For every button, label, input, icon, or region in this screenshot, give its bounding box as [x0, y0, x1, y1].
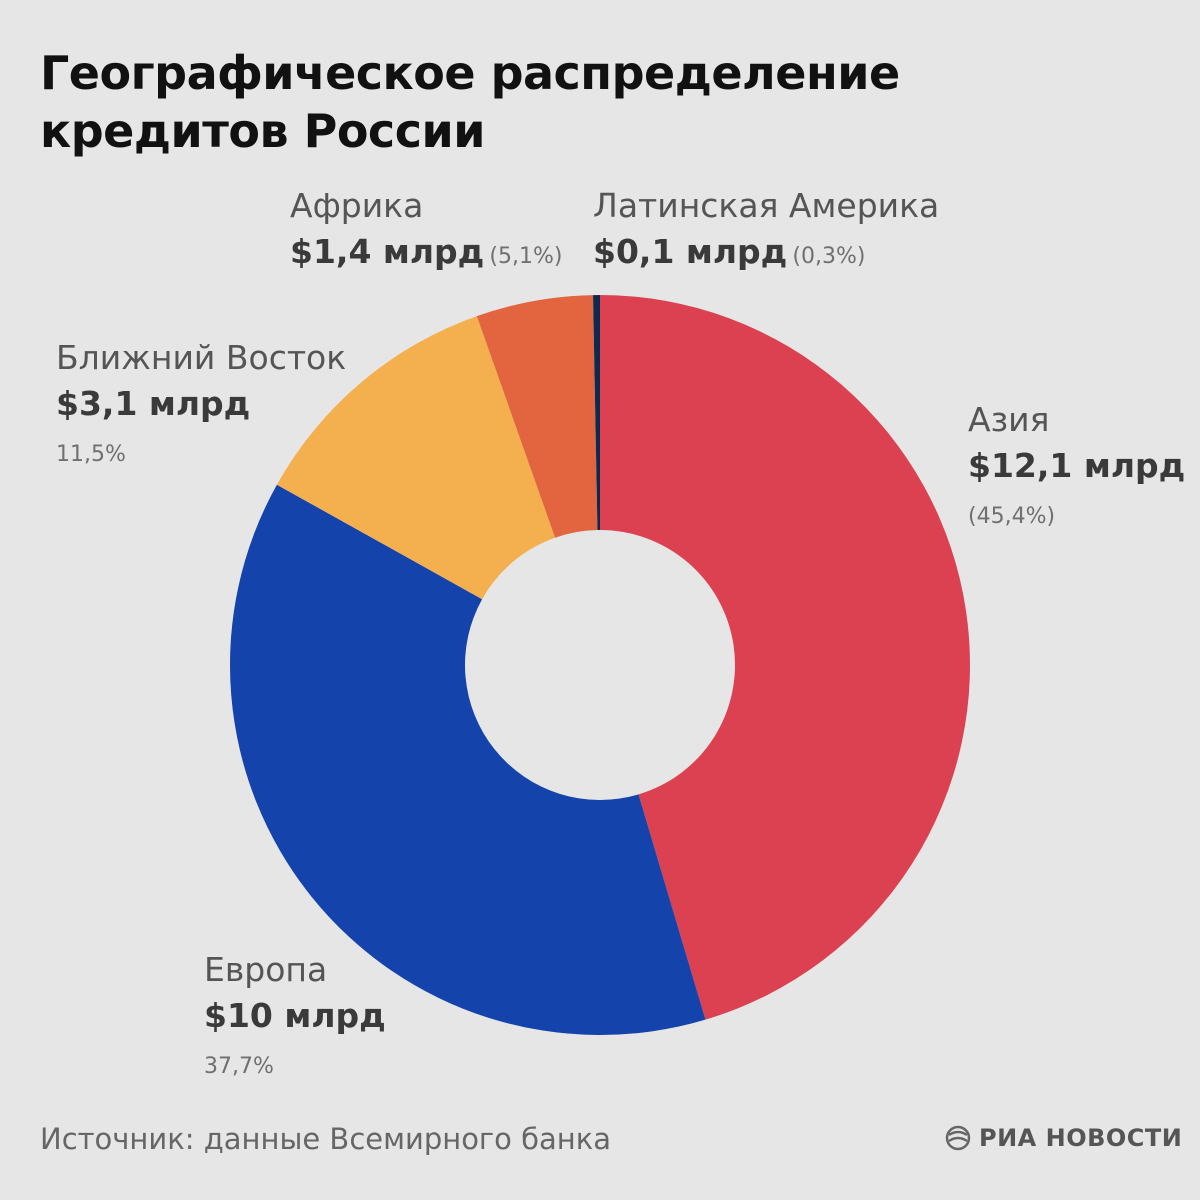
label-latam-percent: (0,3%) — [792, 244, 866, 269]
slice-middle_east — [276, 316, 556, 600]
label-asia-value: $12,1 млрд — [968, 446, 1186, 485]
label-asia: Азия $12,1 млрд (45,4%) — [968, 400, 1185, 529]
label-africa-value: $1,4 млрд — [290, 232, 485, 271]
label-africa: Африка $1,4 млрд (5,1%) — [290, 186, 562, 284]
donut-slices — [230, 295, 971, 1036]
label-europe-percent: 37,7% — [204, 1054, 274, 1079]
slice-asia — [600, 295, 971, 1020]
slice-europe — [230, 484, 706, 1036]
label-latam: Латинская Америка $0,1 млрд (0,3%) — [593, 186, 939, 284]
label-africa-name: Африка — [290, 186, 424, 225]
source-note: Источник: данные Всемирного банка — [40, 1122, 612, 1156]
label-latam-value: $0,1 млрд — [593, 232, 788, 271]
slice-latam — [593, 295, 600, 531]
label-middle-east: Ближний Восток $3,1 млрд 11,5% — [56, 338, 346, 467]
label-europe-value: $10 млрд — [204, 996, 386, 1035]
label-asia-percent: (45,4%) — [968, 504, 1056, 529]
label-asia-name: Азия — [968, 400, 1050, 439]
ria-logo: РИА НОВОСТИ — [945, 1124, 1182, 1152]
label-europe-name: Европа — [204, 950, 328, 989]
label-europe: Европа $10 млрд 37,7% — [204, 950, 386, 1079]
label-middle-east-name: Ближний Восток — [56, 338, 347, 377]
label-middle-east-value: $3,1 млрд — [56, 384, 251, 423]
chart-title: Географическое распределение кредитов Ро… — [40, 46, 900, 158]
slice-africa — [476, 295, 598, 538]
ria-globe-icon — [945, 1125, 971, 1151]
label-africa-percent: (5,1%) — [489, 244, 563, 269]
label-middle-east-percent: 11,5% — [56, 442, 126, 467]
logo-text: РИА НОВОСТИ — [979, 1124, 1183, 1152]
label-latam-name: Латинская Америка — [593, 186, 940, 225]
